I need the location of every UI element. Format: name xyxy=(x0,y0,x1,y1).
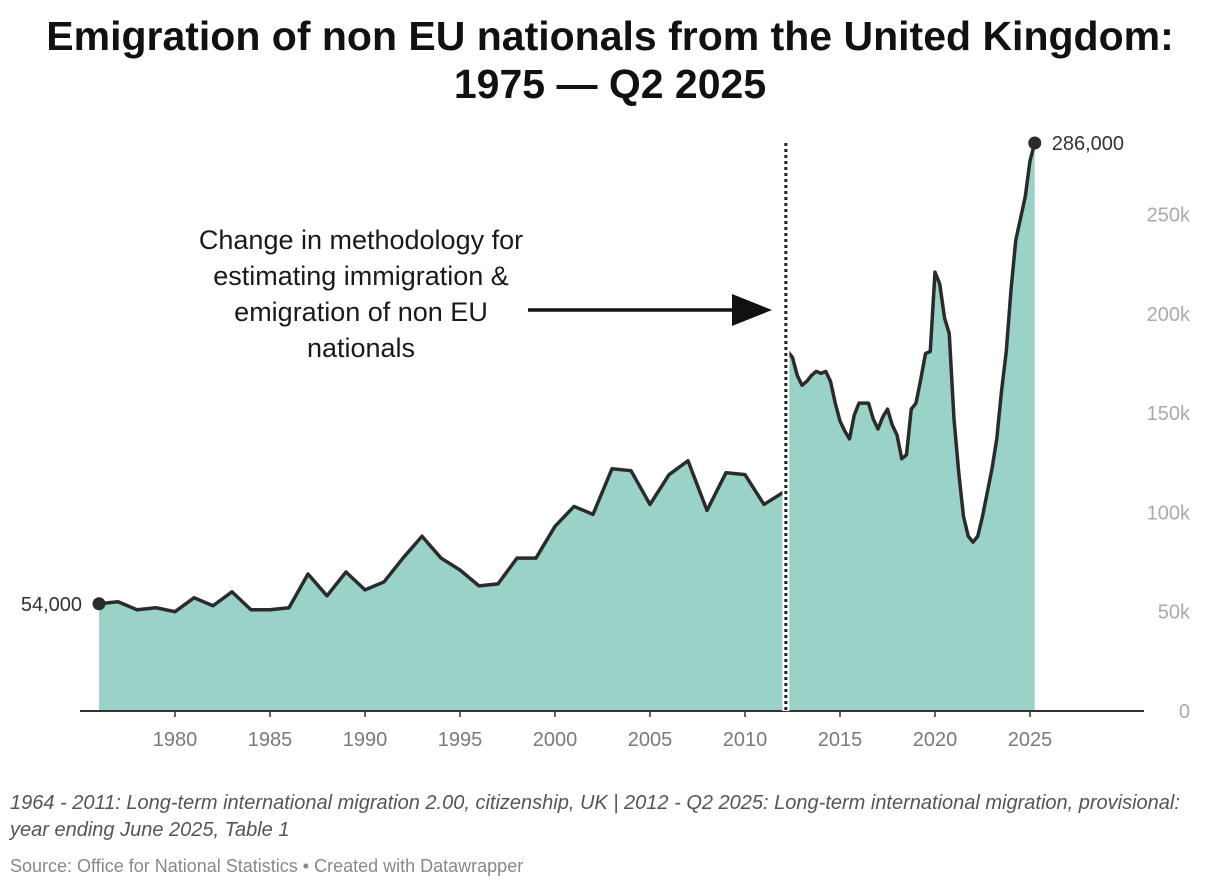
chart-notes: 1964 - 2011: Long-term international mig… xyxy=(10,792,1180,841)
chart-source: Source: Office for National Statistics •… xyxy=(10,856,524,876)
endpoint-markers: 54,000 286,000 xyxy=(21,133,1124,616)
y-tick-label: 200k xyxy=(1147,304,1191,326)
series-line-2 xyxy=(786,141,1037,544)
series-line-1 xyxy=(97,459,785,614)
y-tick-label: 250k xyxy=(1147,204,1191,226)
x-tick-label: 1980 xyxy=(153,729,198,751)
y-tick-label: 150k xyxy=(1147,403,1191,425)
end-point-marker xyxy=(1028,136,1042,150)
area-fills xyxy=(99,143,1035,711)
series-lines xyxy=(97,141,1037,614)
start-value-label: 54,000 xyxy=(21,594,82,616)
y-tick-label: 100k xyxy=(1147,502,1191,524)
end-value-label: 286,000 xyxy=(1052,133,1124,155)
x-tick-label: 2000 xyxy=(533,729,578,751)
annotation-arrow-head xyxy=(732,294,772,326)
x-tick-label: 2025 xyxy=(1008,729,1053,751)
chart-title: Emigration of non EU nationals from the … xyxy=(0,12,1220,108)
x-tick-label: 1985 xyxy=(248,729,293,751)
x-tick-label: 2010 xyxy=(723,729,768,751)
chart-title-line2: 1975 — Q2 2025 xyxy=(453,61,767,107)
x-axis-ticks: 1980 1985 1990 1995 2000 2005 2010 2015 2020 2025 xyxy=(153,711,1053,751)
y-tick-label: 50k xyxy=(1158,602,1191,624)
x-tick-label: 2015 xyxy=(818,729,863,751)
start-point-marker xyxy=(92,597,106,611)
y-tick-label: 0 xyxy=(1179,701,1190,723)
area-fill-series-1 xyxy=(99,460,783,711)
annotation-arrow xyxy=(528,294,772,326)
area-fill-series-2 xyxy=(787,143,1035,711)
annotation-text: Change in methodology for estimating imm… xyxy=(198,225,524,363)
x-tick-label: 2020 xyxy=(913,729,958,751)
y-axis-ticks: 0 50k 100k 150k 200k 250k xyxy=(1147,204,1191,723)
x-tick-label: 1990 xyxy=(343,729,388,751)
x-tick-label: 1995 xyxy=(438,729,483,751)
x-tick-label: 2005 xyxy=(628,729,673,751)
chart-title-line1: Emigration of non EU nationals from the … xyxy=(46,13,1174,59)
